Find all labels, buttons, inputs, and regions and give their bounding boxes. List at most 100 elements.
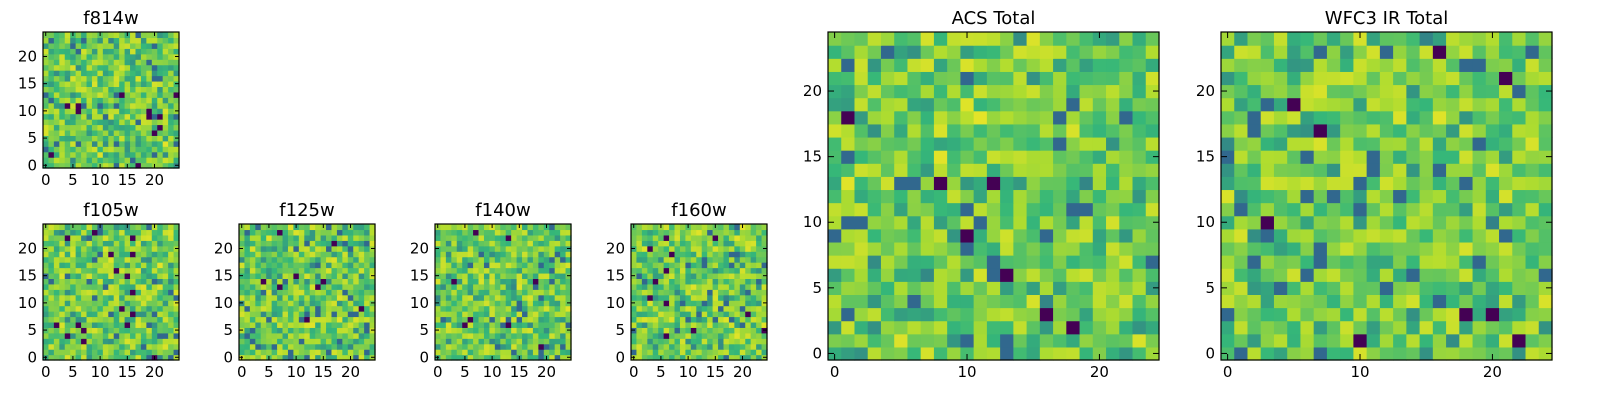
- heatmap-cell: [168, 278, 175, 285]
- heatmap-cell: [146, 146, 153, 153]
- heatmap-cell: [511, 229, 518, 236]
- heatmap-cell: [451, 332, 458, 339]
- heatmap-cell: [309, 332, 316, 339]
- heatmap-cell: [43, 102, 50, 109]
- heatmap-cell: [64, 108, 71, 115]
- heatmap-cell: [86, 338, 93, 345]
- heatmap-cell: [108, 124, 115, 131]
- heatmap-cell: [745, 234, 752, 241]
- heatmap-cell: [53, 151, 60, 158]
- heatmap-cell: [1432, 84, 1447, 99]
- heatmap-cell: [282, 316, 289, 323]
- heatmap-cell: [636, 300, 643, 307]
- heatmap-cell: [255, 338, 262, 345]
- heatmap-cell: [728, 267, 735, 274]
- x-tick-label: 0: [629, 363, 639, 381]
- heatmap-cell: [1287, 136, 1302, 151]
- heatmap-cell: [1366, 333, 1381, 348]
- heatmap-cell: [1485, 97, 1500, 112]
- heatmap-cell: [947, 176, 961, 191]
- heatmap-cell: [173, 283, 180, 290]
- heatmap-cell: [1485, 241, 1500, 256]
- heatmap-cell: [750, 294, 757, 301]
- heatmap-cell: [658, 316, 665, 323]
- heatmap-cell: [933, 346, 948, 361]
- heatmap-cell: [108, 294, 115, 301]
- heatmap-cell: [473, 294, 480, 301]
- heatmap-cell: [1340, 333, 1354, 348]
- heatmap-cell: [1499, 32, 1513, 46]
- heatmap-cell: [652, 300, 659, 307]
- heatmap-cell: [707, 224, 714, 231]
- heatmap-cell: [168, 267, 175, 274]
- heatmap-cell: [70, 70, 77, 77]
- heatmap-cell: [478, 278, 485, 285]
- heatmap-cell: [135, 354, 142, 361]
- heatmap-cell: [473, 272, 480, 279]
- heatmap-cell: [907, 150, 922, 164]
- heatmap-cell: [1499, 281, 1513, 295]
- heatmap-cell: [894, 84, 909, 99]
- axes-frame: [42, 223, 180, 361]
- heatmap-cell: [511, 267, 518, 274]
- heatmap-cell: [364, 305, 371, 312]
- heatmap-cell: [342, 251, 349, 258]
- heatmap-cell: [1538, 333, 1553, 348]
- heatmap-cell: [162, 75, 169, 82]
- heatmap-cell: [1538, 215, 1553, 230]
- heatmap-cell: [244, 240, 251, 247]
- heatmap-cell: [53, 278, 60, 285]
- heatmap-cell: [641, 349, 648, 356]
- heatmap-cell: [440, 343, 447, 350]
- heatmap-cell: [86, 224, 93, 231]
- heatmap-cell: [342, 354, 349, 361]
- heatmap-cell: [1393, 333, 1407, 348]
- heatmap-cell: [146, 135, 153, 142]
- heatmap-cell: [1092, 255, 1107, 269]
- heatmap-cell: [867, 228, 882, 243]
- heatmap-cell: [86, 151, 93, 158]
- heatmap-cell: [658, 240, 665, 247]
- heatmap-cell: [162, 59, 169, 66]
- heatmap-cell: [986, 268, 1001, 282]
- heatmap-cell: [1525, 215, 1540, 230]
- heatmap-cell: [679, 283, 686, 290]
- heatmap-cell: [451, 300, 458, 307]
- heatmap-cell: [718, 278, 725, 285]
- heatmap-cell: [102, 305, 109, 312]
- heatmap-cell: [75, 119, 82, 126]
- heatmap-cell: [1013, 45, 1028, 59]
- heatmap-cell: [1260, 320, 1275, 335]
- heatmap-cell: [70, 91, 77, 98]
- heatmap-cell: [483, 316, 490, 323]
- heatmap-cell: [1039, 97, 1054, 112]
- heatmap-cell: [146, 262, 153, 269]
- heatmap-cell: [124, 229, 131, 236]
- heatmap-cell: [841, 241, 856, 256]
- heatmap-cell: [973, 202, 988, 217]
- heatmap-cell: [364, 289, 371, 296]
- heatmap-cell: [86, 332, 93, 339]
- heatmap-cell: [828, 71, 842, 86]
- heatmap-cell: [59, 75, 66, 82]
- heatmap-cell: [151, 102, 158, 109]
- heatmap-cell: [1313, 255, 1328, 269]
- heatmap-cell: [701, 338, 708, 345]
- heatmap-cell: [527, 349, 534, 356]
- heatmap-cell: [151, 75, 158, 82]
- heatmap-cell: [97, 332, 104, 339]
- heatmap-cell: [277, 354, 284, 361]
- heatmap-cell: [907, 346, 922, 361]
- heatmap-cell: [663, 240, 670, 247]
- heatmap-cell: [298, 224, 305, 231]
- heatmap-cell: [674, 316, 681, 323]
- heatmap-cell: [298, 283, 305, 290]
- heatmap-cell: [1406, 268, 1421, 282]
- heatmap-cell: [298, 311, 305, 318]
- heatmap-cell: [146, 311, 153, 318]
- heatmap-cell: [353, 267, 360, 274]
- heatmap-cell: [478, 349, 485, 356]
- heatmap-cell: [679, 338, 686, 345]
- heatmap-cell: [342, 240, 349, 247]
- heatmap-cell: [81, 48, 88, 55]
